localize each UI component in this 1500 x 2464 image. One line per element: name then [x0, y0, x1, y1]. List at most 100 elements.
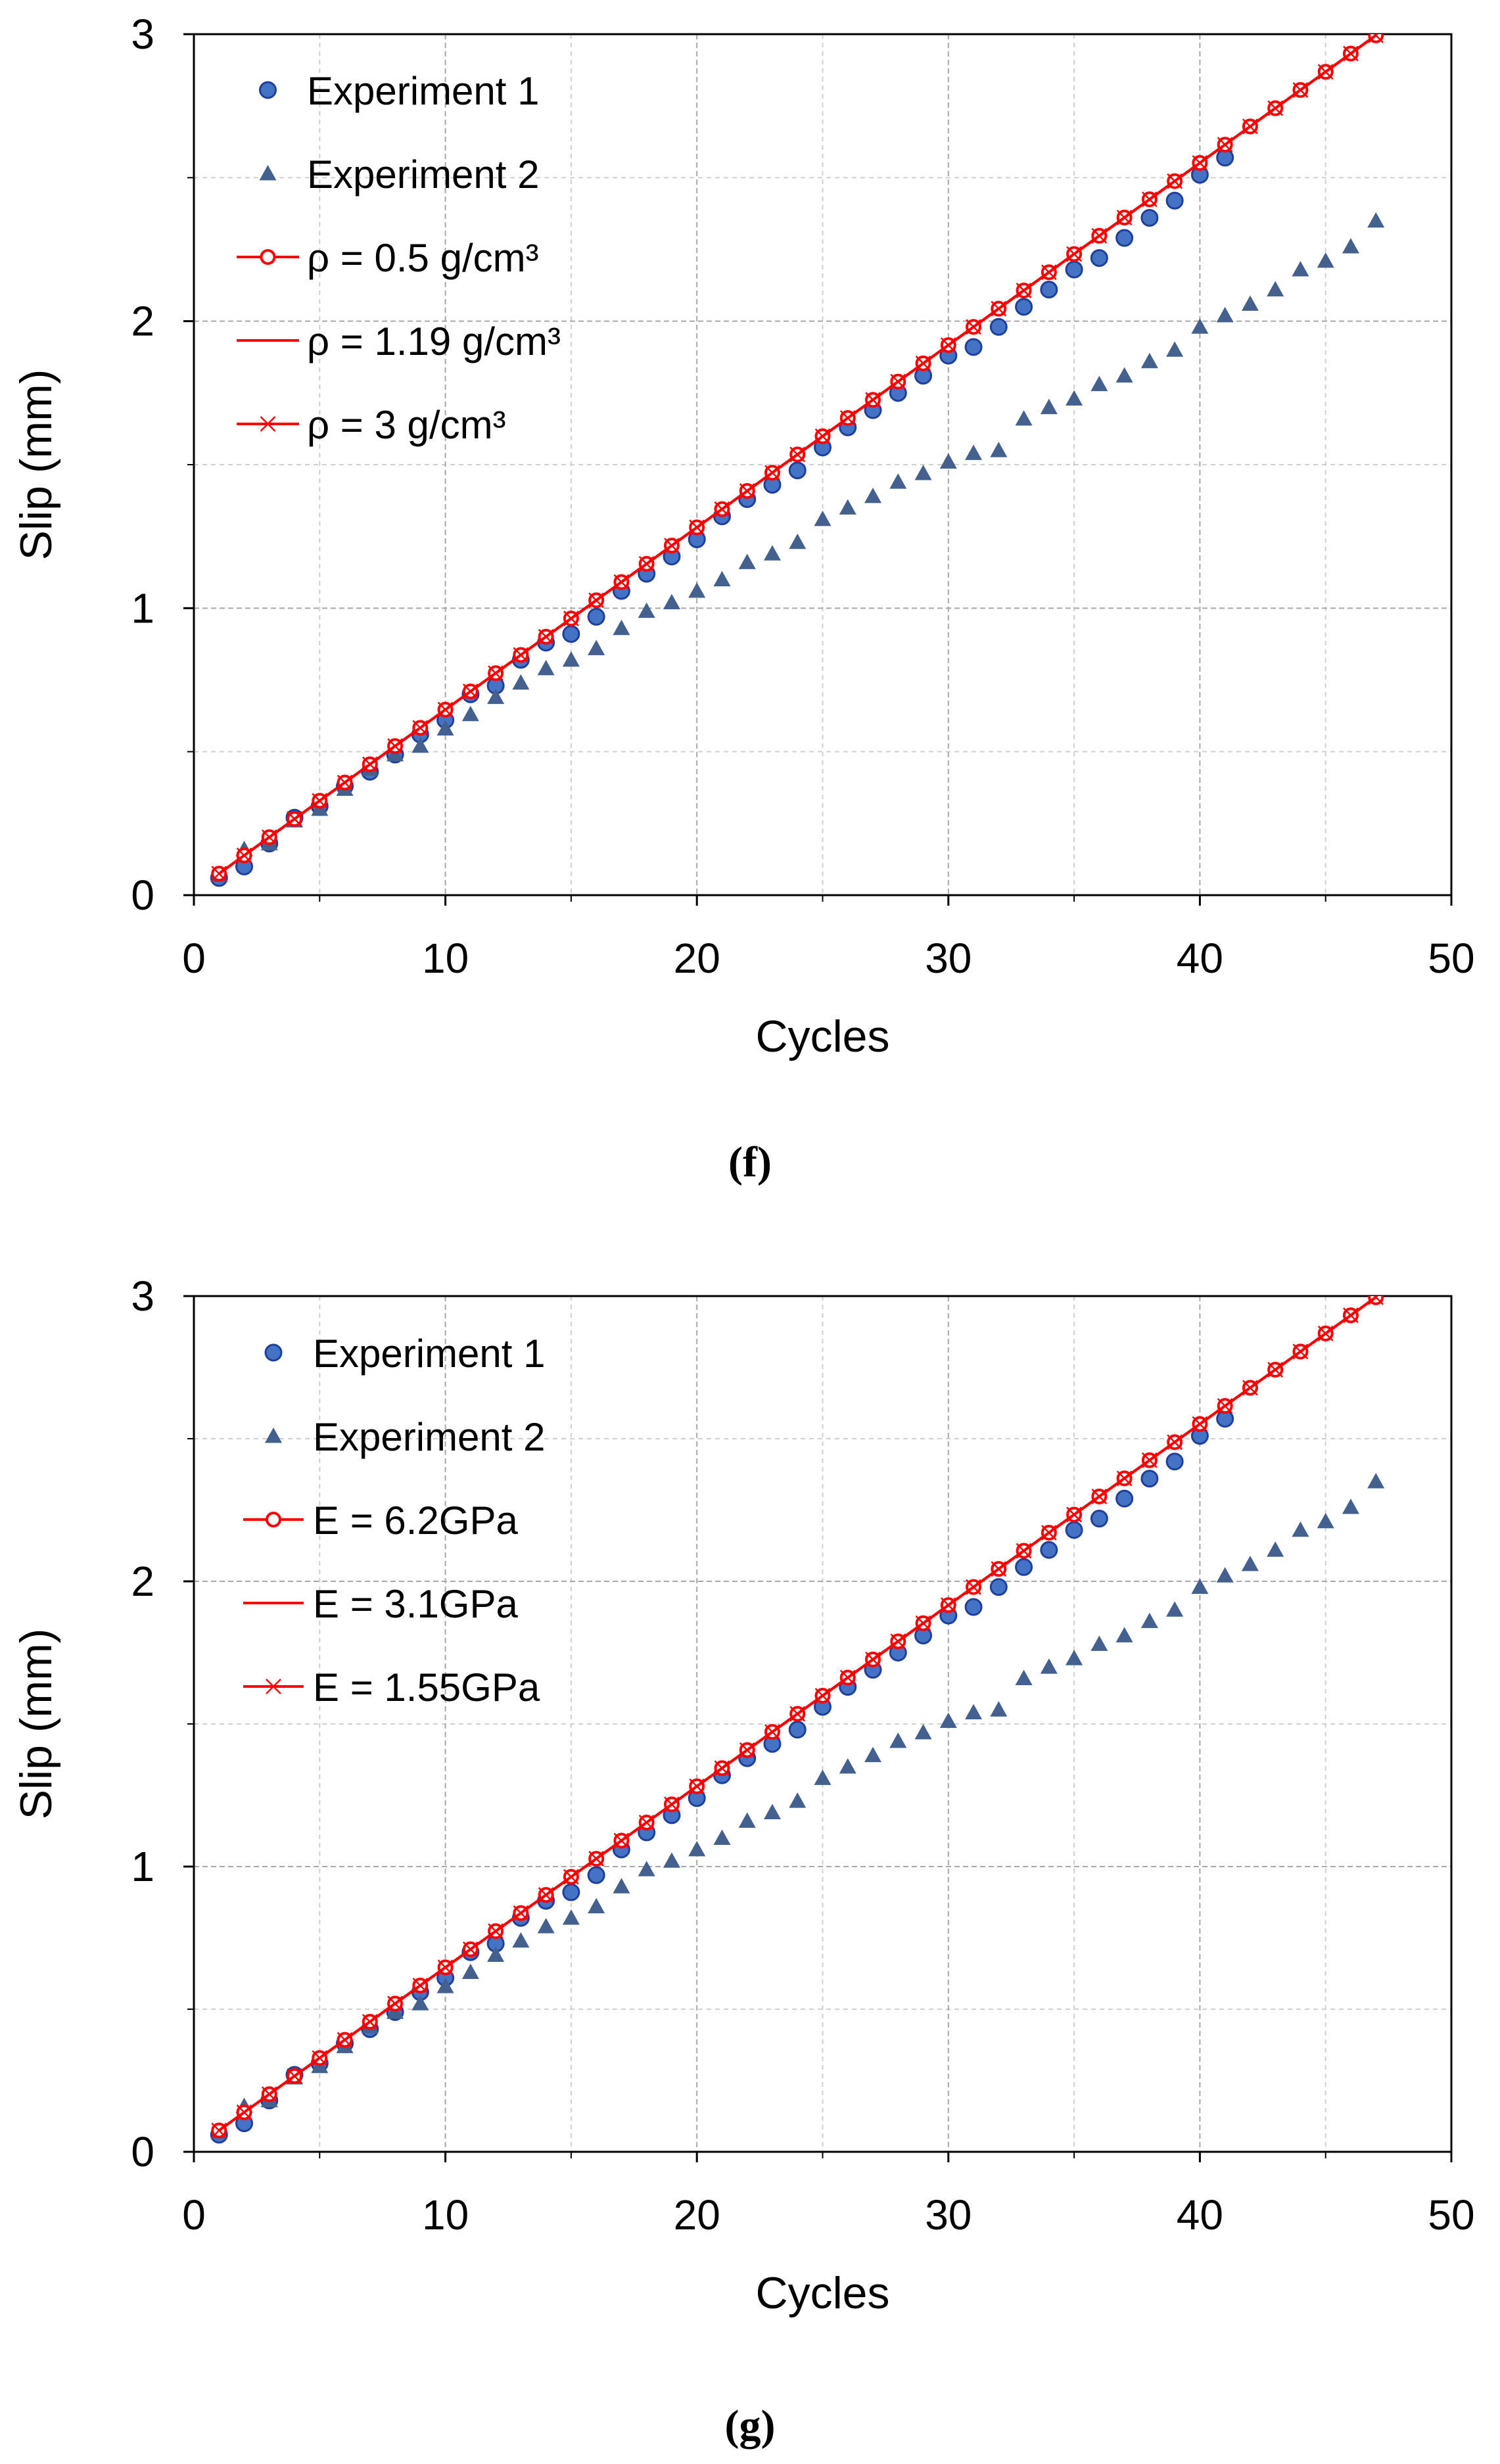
- data-point: [663, 1852, 680, 1868]
- line-marker-x: [1192, 1416, 1208, 1432]
- legend-label: Experiment 2: [313, 1415, 546, 1459]
- x-marker-stroke: [814, 1688, 831, 1704]
- line-marker-x: [1167, 1434, 1183, 1451]
- data-point: [839, 1758, 856, 1774]
- data-point: [461, 705, 479, 722]
- chart-panel-g: 0 10 20 30 40 50 0 1 2 3 Cycles Slip (mm) (g) Experim…: [11, 1272, 1475, 2450]
- x-marker-stroke: [437, 1959, 454, 1976]
- x-marker-stroke: [638, 555, 655, 572]
- line-marker-x: [1041, 1525, 1057, 1541]
- data-point: [1090, 1635, 1108, 1651]
- x-marker-stroke: [1217, 137, 1233, 153]
- series-experiment-2: [210, 212, 1385, 882]
- series-3-g-cm: [211, 34, 1384, 882]
- data-point: [1267, 281, 1284, 297]
- line-marker-x: [764, 1724, 780, 1740]
- data-point: [1065, 260, 1083, 279]
- x-marker-stroke: [839, 410, 856, 426]
- data-point: [814, 510, 832, 526]
- line-marker-x: [1343, 45, 1359, 62]
- data-point: [789, 533, 807, 549]
- x-tick-label: 40: [1177, 935, 1223, 982]
- legend-label: ρ = 3 g/cm³: [307, 403, 506, 447]
- line-marker-x: [337, 774, 353, 791]
- legend-label: ρ = 1.19 g/cm³: [307, 319, 561, 363]
- data-point: [1241, 295, 1259, 311]
- x-marker-stroke: [1242, 1380, 1258, 1396]
- data-point: [537, 660, 555, 676]
- line-marker-x: [387, 1995, 403, 2012]
- data-point: [638, 602, 655, 618]
- x-marker-stroke: [538, 628, 554, 645]
- line-marker-x: [236, 847, 252, 864]
- x-marker-stroke: [1016, 1543, 1032, 1559]
- data-point: [1090, 249, 1108, 267]
- data-point: [738, 553, 756, 569]
- x-tick-label: 30: [925, 2191, 972, 2239]
- line-marker-x: [991, 300, 1007, 317]
- data-point: [1317, 1512, 1334, 1529]
- x-tick-label: 30: [925, 935, 972, 982]
- x-marker-stroke: [613, 1832, 630, 1849]
- data-point: [562, 1909, 580, 1925]
- x-marker-stroke: [915, 355, 931, 371]
- panel-caption: (g): [725, 2402, 776, 2450]
- data-point: [939, 1712, 957, 1729]
- x-marker-stroke: [462, 1941, 479, 1957]
- x-marker-stroke: [1192, 1416, 1208, 1432]
- x-marker-stroke: [739, 1742, 755, 1758]
- data-point: [1115, 1489, 1134, 1508]
- line-marker-x: [1242, 118, 1258, 135]
- data-point: [1140, 1470, 1159, 1488]
- line-marker-x: [915, 1615, 931, 1631]
- x-marker-stroke: [387, 738, 403, 755]
- line-marker-x: [1292, 82, 1309, 98]
- line-marker-x: [287, 811, 302, 827]
- line-marker-x: [1041, 264, 1057, 281]
- line-marker-x: [613, 574, 630, 590]
- line-marker-x: [814, 1688, 831, 1704]
- x-marker-stroke: [437, 701, 454, 718]
- legend-marker: [266, 1679, 281, 1694]
- x-marker-stroke: [1041, 1525, 1057, 1541]
- line-marker-x: [991, 1561, 1007, 1577]
- data-point: [613, 1878, 630, 1894]
- line-marker-x: [865, 392, 881, 408]
- x-marker-stroke: [664, 1796, 680, 1813]
- x-marker-stroke: [236, 847, 252, 864]
- x-marker-stroke: [1091, 1489, 1108, 1504]
- x-marker-stroke: [312, 793, 328, 809]
- data-point: [864, 488, 882, 503]
- x-marker-stroke: [689, 519, 705, 536]
- data-point: [763, 1803, 781, 1819]
- line-marker-x: [638, 1815, 655, 1830]
- x-marker-stroke: [689, 1778, 705, 1794]
- x-marker-stroke: [966, 1579, 981, 1595]
- x-marker-stroke: [260, 416, 276, 432]
- y-tick-label: 1: [131, 584, 154, 632]
- x-tick-label: 50: [1428, 935, 1474, 982]
- data-point: [1040, 281, 1058, 299]
- legend-label: ρ = 0.5 g/cm³: [307, 236, 539, 280]
- x-marker-stroke: [890, 373, 906, 390]
- x-marker-stroke: [714, 501, 730, 517]
- data-point: [1040, 1541, 1058, 1559]
- data-point: [814, 1769, 832, 1785]
- panel-caption: (f): [728, 1138, 772, 1186]
- line-marker-x: [689, 1778, 705, 1794]
- data-point: [1090, 375, 1108, 392]
- data-point: [1115, 229, 1134, 247]
- line-marker-x: [513, 647, 529, 663]
- legend-label: E = 6.2GPa: [313, 1499, 518, 1543]
- legend-marker: [266, 1512, 281, 1527]
- line-marker-x: [563, 611, 579, 626]
- x-marker-stroke: [865, 1652, 881, 1667]
- line-marker-x: [312, 2050, 328, 2066]
- x-marker-stroke: [563, 611, 579, 626]
- x-marker-stroke: [287, 811, 302, 827]
- line-marker-x: [1016, 1543, 1032, 1559]
- y-tick-label: 2: [131, 298, 154, 345]
- data-area: [210, 34, 1385, 887]
- x-marker-stroke: [1192, 154, 1208, 171]
- data-point: [1292, 261, 1309, 277]
